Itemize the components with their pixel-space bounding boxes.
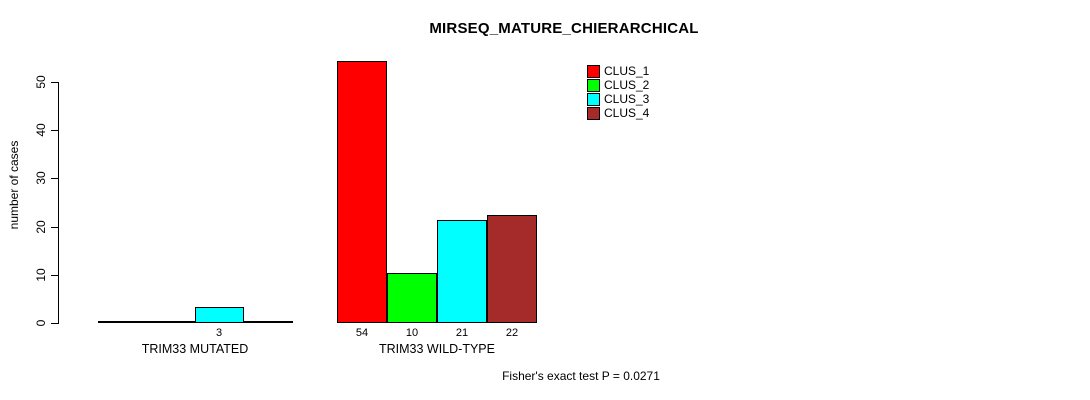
y-tick xyxy=(51,130,58,131)
y-tick-label: 40 xyxy=(34,123,48,137)
y-tick xyxy=(51,323,58,324)
legend-label: CLUS_1 xyxy=(604,63,650,78)
bar-clus_2-1 xyxy=(146,321,195,323)
legend-swatch-icon xyxy=(587,106,600,120)
legend-swatch-icon xyxy=(587,92,600,106)
y-tick xyxy=(51,82,58,83)
bar-clus_3-1 xyxy=(195,307,244,323)
y-tick-label: 20 xyxy=(34,220,48,234)
y-tick xyxy=(51,275,58,276)
bar-clus_4-2 xyxy=(487,215,537,323)
legend-item: CLUS_1 xyxy=(587,64,649,78)
legend: CLUS_1 CLUS_2 CLUS_3 CLUS_4 xyxy=(587,64,649,120)
y-axis-line xyxy=(58,82,59,324)
bar-clus_4-1 xyxy=(244,321,293,323)
bar-clus_3-2 xyxy=(437,220,487,323)
y-tick-label: 50 xyxy=(34,75,48,89)
legend-item: CLUS_3 xyxy=(587,92,649,106)
bar-value-label: 10 xyxy=(405,327,419,339)
bar-value-label: 3 xyxy=(215,327,223,339)
bar-value-label: 22 xyxy=(505,327,519,339)
x-category-label-2: TRIM33 WILD-TYPE xyxy=(379,342,495,356)
legend-item: CLUS_4 xyxy=(587,106,649,120)
fisher-test-annotation: Fisher's exact test P = 0.0271 xyxy=(502,369,660,383)
legend-label: CLUS_3 xyxy=(604,91,650,106)
legend-label: CLUS_2 xyxy=(604,77,650,92)
y-tick-label: 0 xyxy=(34,319,48,327)
y-tick-label: 10 xyxy=(34,268,48,282)
y-tick xyxy=(51,227,58,228)
y-axis-title: number of cases xyxy=(7,140,21,230)
bar-clus_2-2 xyxy=(387,273,437,323)
y-tick xyxy=(51,178,58,179)
bar-clus_1-2 xyxy=(337,61,387,323)
legend-swatch-icon xyxy=(587,64,600,78)
legend-label: CLUS_4 xyxy=(604,105,650,120)
bar-value-label: 21 xyxy=(455,327,469,339)
chart-title: MIRSEQ_MATURE_CHIERARCHICAL xyxy=(429,20,699,37)
legend-swatch-icon xyxy=(587,78,600,92)
bar-clus_1-1 xyxy=(98,321,147,323)
x-category-label-1: TRIM33 MUTATED xyxy=(141,342,249,356)
bar-value-label: 54 xyxy=(355,327,369,339)
y-tick-label: 30 xyxy=(34,171,48,185)
legend-item: CLUS_2 xyxy=(587,78,649,92)
